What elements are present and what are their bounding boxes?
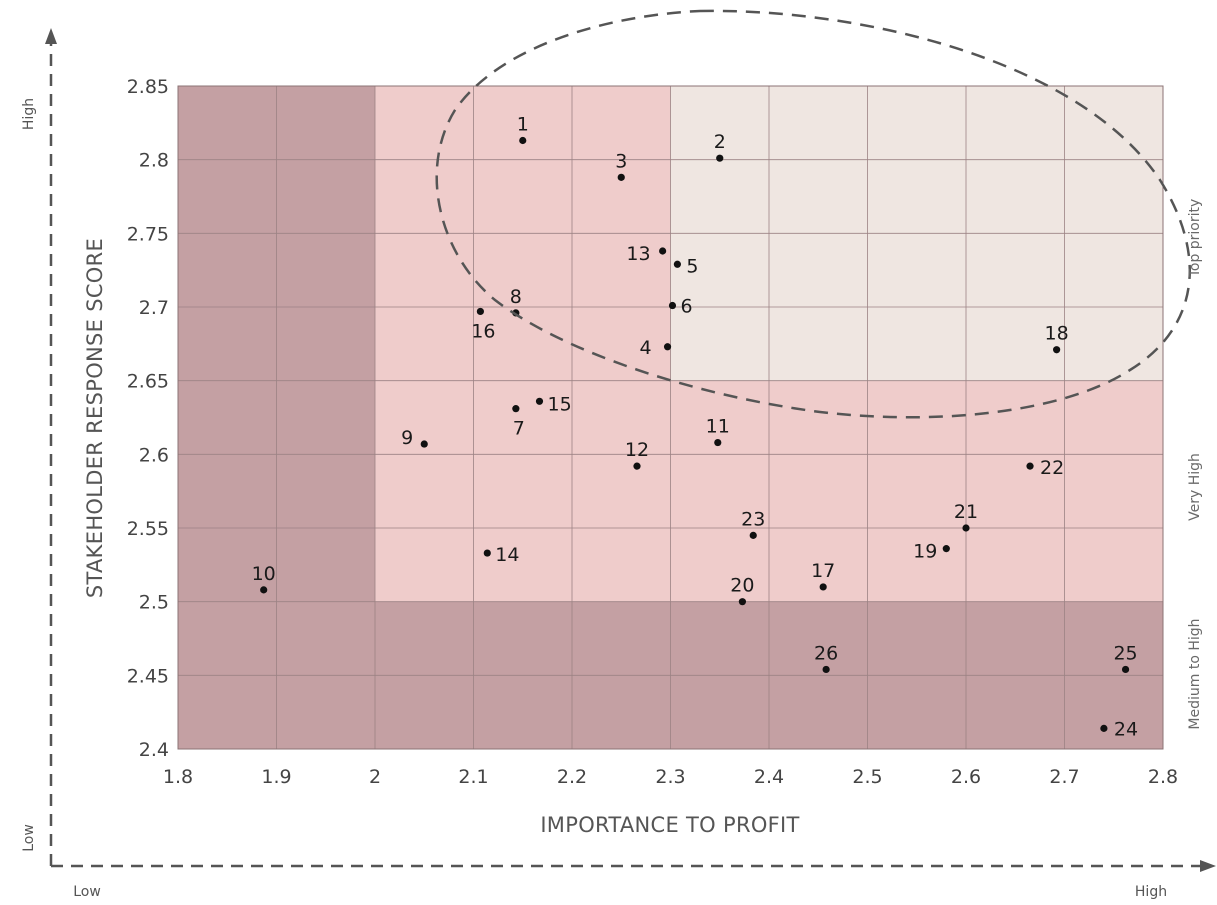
x-tick-labels: 1.8 1.9 2 2.1 2.2 2.3 2.4 2.5 2.6 2.7 2.8	[163, 766, 1178, 788]
data-point-label-3: 3	[615, 150, 627, 172]
data-point-label-24: 24	[1114, 718, 1138, 740]
data-point-label-26: 26	[814, 642, 838, 664]
y-tick-label: 2.6	[139, 444, 169, 466]
outer-x-low-label: Low	[73, 884, 101, 900]
data-point-label-23: 23	[741, 508, 765, 530]
x-tick-label: 2.7	[1049, 766, 1079, 788]
data-point-19	[942, 545, 950, 553]
x-axis-title: IMPORTANCE TO PROFIT	[540, 813, 799, 837]
y-tick-label: 2.5	[139, 592, 169, 614]
data-point-20	[738, 598, 747, 606]
y-tick-labels: 2.4 2.45 2.5 2.55 2.6 2.65 2.7 2.75 2.8 2.85	[127, 76, 169, 761]
data-point-label-19: 19	[913, 541, 937, 563]
data-point-17	[819, 583, 827, 591]
data-point-21	[962, 524, 970, 532]
data-point-12	[633, 462, 641, 470]
y-tick-label: 2.8	[139, 150, 169, 172]
zone-mid-right	[670, 380, 1163, 602]
data-point-3	[617, 173, 625, 181]
zone-mid-left	[375, 86, 671, 602]
data-point-11	[714, 438, 722, 447]
y-tick-label: 2.85	[127, 76, 169, 98]
y-tick-label: 2.45	[127, 665, 169, 687]
data-point-label-18: 18	[1045, 323, 1069, 345]
zone-label-top-priority: Top priority	[1187, 199, 1203, 279]
data-point-label-11: 11	[706, 416, 730, 438]
data-point-label-13: 13	[626, 243, 650, 265]
x-tick-label: 2.8	[1148, 766, 1178, 788]
y-tick-label: 2.75	[127, 223, 169, 245]
data-point-25	[1121, 665, 1130, 674]
data-point-1	[519, 136, 527, 145]
x-tick-label: 2.4	[754, 766, 784, 788]
x-tick-label: 2.3	[655, 766, 685, 788]
y-tick-label: 2.65	[127, 371, 169, 393]
zone-label-very-high: Very High	[1187, 453, 1203, 521]
data-point-label-21: 21	[954, 501, 978, 523]
data-point-5	[673, 260, 681, 268]
outer-x-high-label: High	[1135, 884, 1167, 900]
data-point-4	[663, 343, 672, 351]
data-point-15	[535, 397, 544, 405]
data-point-label-6: 6	[680, 296, 692, 318]
x-tick-label: 2.2	[557, 766, 587, 788]
x-tick-label: 2.5	[852, 766, 882, 788]
data-point-6	[668, 301, 677, 310]
grid-lines	[178, 86, 1163, 749]
outer-y-axis-arrowhead	[45, 28, 57, 44]
y-tick-label: 2.4	[139, 739, 169, 761]
data-point-label-10: 10	[252, 563, 276, 585]
data-point-16	[476, 307, 484, 316]
top-priority-ellipse	[435, 9, 1191, 419]
data-point-label-2: 2	[714, 131, 726, 153]
y-tick-label: 2.7	[139, 297, 169, 319]
data-point-26	[822, 665, 830, 674]
data-point-label-8: 8	[510, 286, 522, 308]
data-point-label-4: 4	[639, 337, 651, 359]
data-point-2	[716, 154, 724, 162]
data-points: 1234567891011121314151617181920212223242…	[252, 114, 1138, 741]
data-point-23	[749, 531, 757, 539]
data-point-label-25: 25	[1113, 642, 1137, 664]
data-point-13	[659, 247, 667, 255]
y-axis-title: STAKEHOLDER RESPONSE SCORE	[83, 238, 107, 598]
plot-frame	[177, 85, 1164, 750]
outer-x-axis-arrowhead	[1200, 860, 1216, 872]
data-point-22	[1026, 462, 1034, 470]
data-point-7	[512, 405, 520, 413]
outer-y-low-label: Low	[21, 824, 37, 852]
data-point-label-7: 7	[513, 418, 525, 440]
data-point-9	[420, 440, 428, 448]
data-point-10	[260, 586, 268, 594]
data-point-label-22: 22	[1040, 457, 1064, 479]
zone-label-medium-to-high: Medium to High	[1187, 618, 1203, 729]
data-point-label-9: 9	[401, 427, 413, 449]
x-tick-label: 1.9	[261, 766, 291, 788]
y-tick-label: 2.55	[127, 518, 169, 540]
outer-y-high-label: High	[21, 98, 37, 130]
data-point-18	[1053, 346, 1061, 354]
data-point-14	[483, 549, 491, 557]
data-point-label-17: 17	[811, 560, 835, 582]
data-point-label-5: 5	[686, 255, 698, 277]
data-point-label-15: 15	[547, 393, 571, 415]
data-point-label-14: 14	[495, 544, 519, 566]
data-point-label-20: 20	[730, 575, 754, 597]
data-point-24	[1100, 724, 1108, 732]
x-tick-label: 2.1	[458, 766, 488, 788]
x-tick-label: 2.6	[951, 766, 981, 788]
x-tick-label: 1.8	[163, 766, 193, 788]
x-tick-label: 2	[369, 766, 381, 788]
data-point-label-1: 1	[517, 114, 529, 136]
data-point-label-12: 12	[625, 439, 649, 461]
data-point-label-16: 16	[471, 320, 495, 342]
